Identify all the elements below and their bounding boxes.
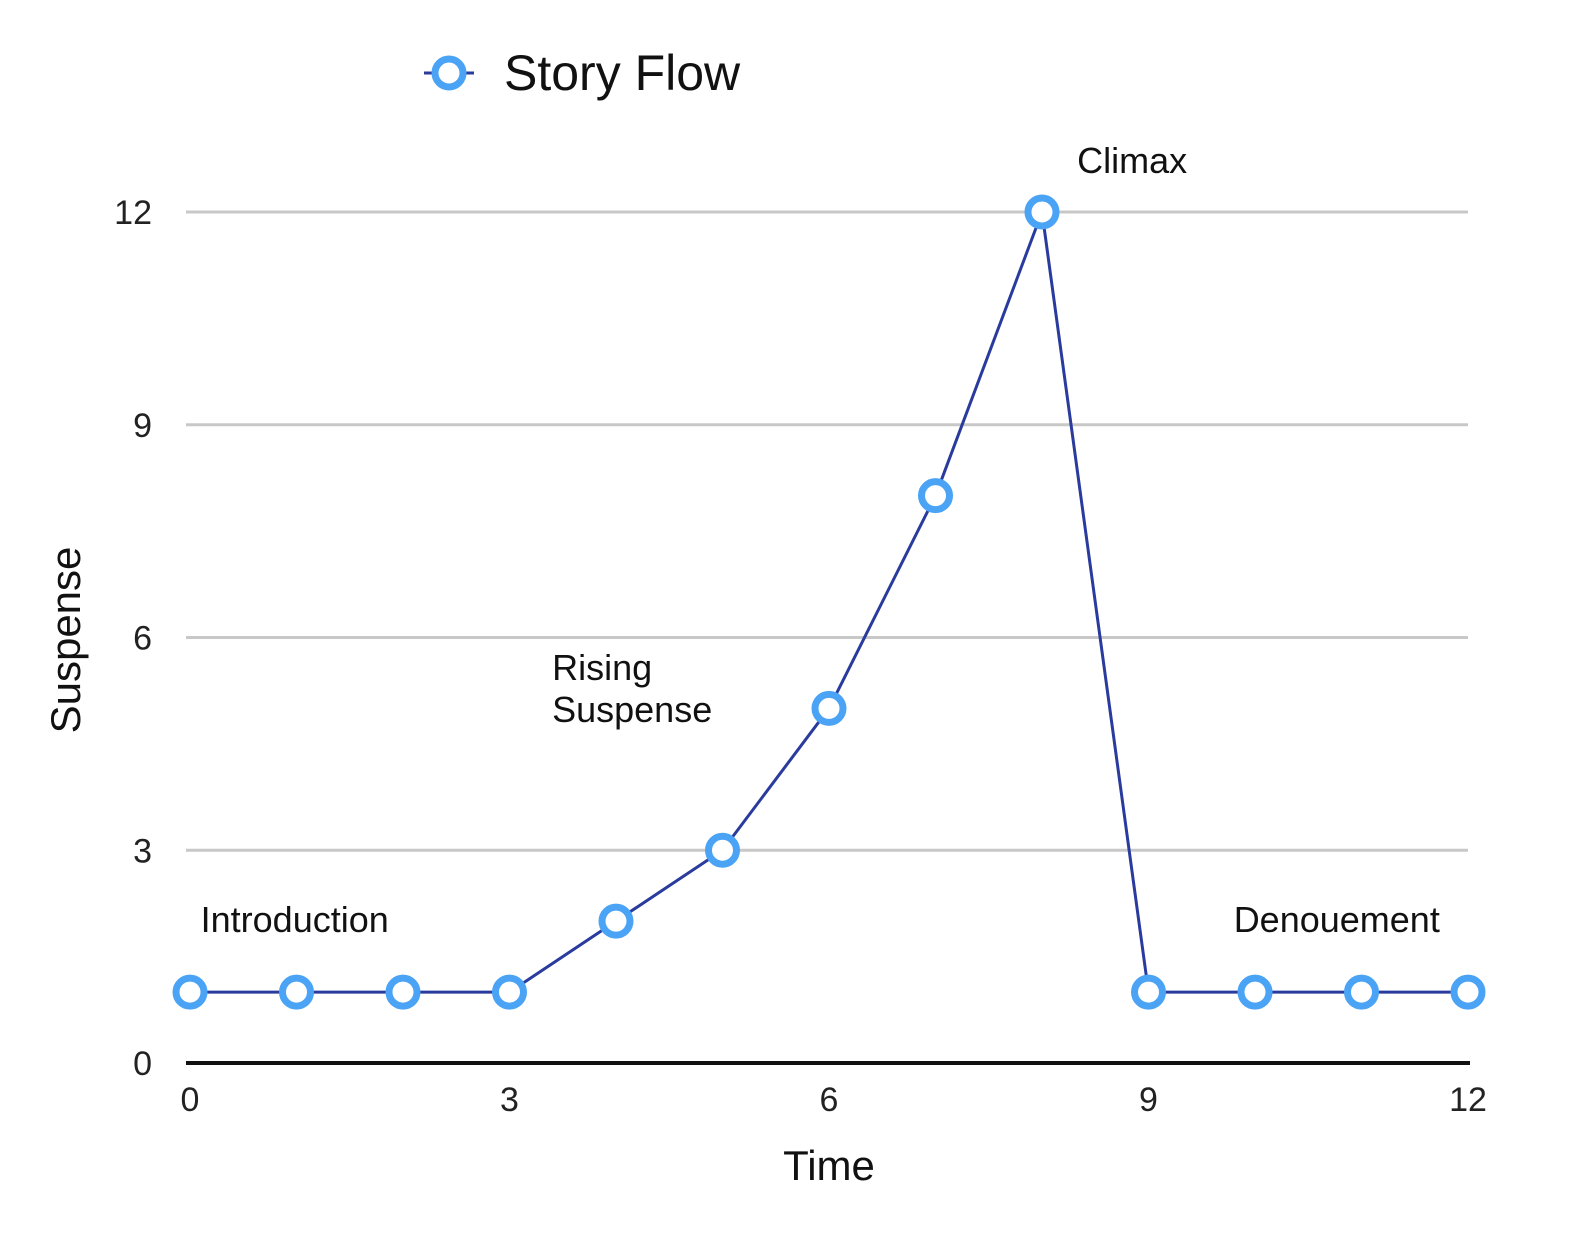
annotation-1: Rising Suspense <box>552 647 712 730</box>
series-story-flow <box>172 194 1486 1010</box>
annotation-line: Climax <box>1077 140 1187 181</box>
annotation-line: Denouement <box>1234 899 1440 940</box>
y-tick-label-3: 3 <box>133 832 152 870</box>
legend-label-story-flow: Story Flow <box>504 45 741 101</box>
annotation-line: Suspense <box>552 689 712 730</box>
data-point-9[interactable] <box>1131 974 1166 1010</box>
x-axis-title: Time <box>783 1142 875 1189</box>
data-point-10[interactable] <box>1237 974 1273 1010</box>
data-point-0[interactable] <box>172 974 208 1010</box>
data-point-3[interactable] <box>492 974 527 1010</box>
annotation-line: Introduction <box>201 899 389 940</box>
data-point-6[interactable] <box>811 690 847 726</box>
x-tick-label-3: 3 <box>500 1081 519 1119</box>
series-line-0 <box>190 210 1468 994</box>
y-tick-label-0: 0 <box>133 1045 152 1083</box>
data-point-1[interactable] <box>279 974 314 1010</box>
annotations: Introduction Rising Suspense Climax Denoueme… <box>201 140 1440 940</box>
grid-lines <box>186 210 1468 852</box>
data-point-11[interactable] <box>1344 974 1379 1010</box>
x-tick-label-12: 12 <box>1449 1081 1487 1119</box>
x-tick-label-0: 0 <box>181 1081 200 1119</box>
y-tick-label-12: 12 <box>114 194 152 232</box>
x-tick-label-6: 6 <box>820 1081 839 1119</box>
data-point-12[interactable] <box>1450 974 1486 1010</box>
legend-marker-swatch <box>431 55 467 91</box>
data-point-7[interactable] <box>918 478 953 514</box>
data-point-4[interactable] <box>598 903 634 939</box>
y-axis-title: Suspense <box>42 547 89 734</box>
annotation-2: Climax <box>1077 140 1187 181</box>
annotation-0: Introduction <box>201 899 389 940</box>
data-point-2[interactable] <box>385 974 421 1010</box>
y-tick-label-6: 6 <box>133 620 152 658</box>
data-point-5[interactable] <box>705 832 740 868</box>
y-tick-label-9: 9 <box>133 407 152 445</box>
annotation-3: Denouement <box>1234 899 1440 940</box>
axes: 0 3 6 9 12 0 3 6 9 12 <box>114 194 1487 1119</box>
legend[interactable]: Story Flow <box>424 45 741 101</box>
x-tick-label-9: 9 <box>1139 1081 1158 1119</box>
annotation-line: Rising <box>552 647 652 688</box>
data-point-8[interactable] <box>1024 194 1060 230</box>
